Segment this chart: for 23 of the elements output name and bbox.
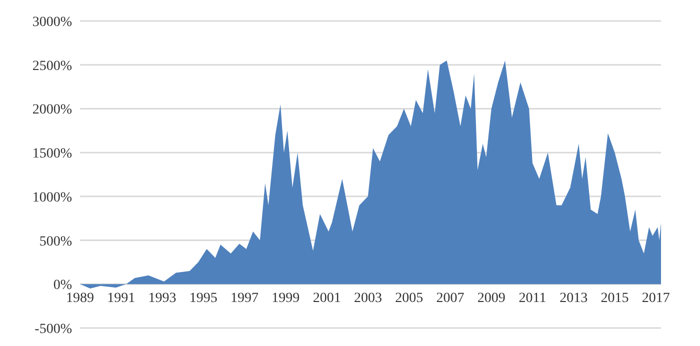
- x-tick-label: 2015: [600, 291, 629, 306]
- x-tick-label: 2009: [477, 291, 506, 306]
- x-tick-label: 1995: [189, 291, 218, 306]
- y-tick-label: 500%: [39, 234, 72, 250]
- x-tick-label: 2017: [642, 291, 670, 306]
- x-tick-label: 2003: [354, 291, 382, 306]
- x-tick-label: 1989: [66, 291, 94, 306]
- y-tick-label: 2000%: [32, 102, 72, 118]
- x-tick-label: 2011: [518, 291, 546, 306]
- y-tick-label: 2500%: [32, 58, 72, 74]
- x-tick-label: 2013: [560, 291, 588, 306]
- x-tick-label: 1993: [148, 291, 176, 306]
- y-tick-label: 1500%: [32, 146, 72, 162]
- x-tick-label: 2005: [395, 291, 424, 306]
- x-tick-label: 2007: [436, 291, 464, 306]
- x-tick-label: 1997: [230, 291, 259, 306]
- y-tick-label: 0%: [53, 278, 72, 294]
- x-tick-label: 2001: [312, 291, 341, 306]
- x-tick-label: 1991: [107, 291, 136, 306]
- x-tick-label: 1999: [272, 291, 300, 306]
- y-tick-label: -500%: [34, 322, 72, 337]
- y-tick-label: 1000%: [32, 190, 72, 206]
- y-tick-label: 3000%: [32, 14, 72, 30]
